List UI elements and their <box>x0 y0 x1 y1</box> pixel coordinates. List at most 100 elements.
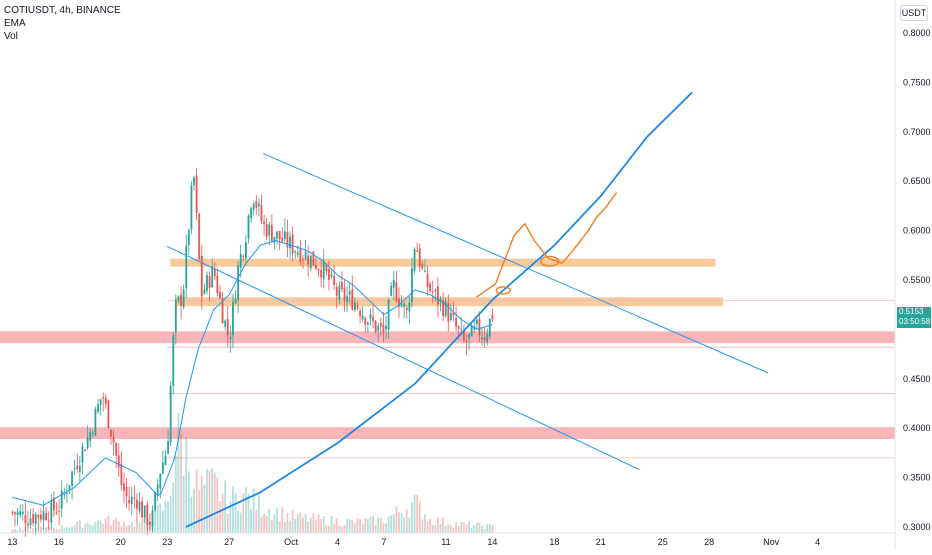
candle-139 <box>372 316 374 321</box>
candle-156 <box>416 250 419 252</box>
candle-19 <box>60 490 63 509</box>
candle-184 <box>488 318 491 337</box>
candle-35 <box>102 397 105 399</box>
candle-14 <box>47 520 50 522</box>
volume-bar-105 <box>283 522 286 533</box>
x-tick-label-14: Nov <box>763 537 780 547</box>
candle-18 <box>58 511 61 513</box>
x-tick-label-3: 23 <box>162 537 172 547</box>
bar-countdown: 03:50:58 <box>899 317 931 326</box>
candle-158 <box>421 263 424 269</box>
projection-curve <box>185 91 693 528</box>
volume-bar-185 <box>491 525 494 533</box>
candle-118 <box>317 269 320 271</box>
candle-12 <box>42 510 45 521</box>
volume-bar-133 <box>356 518 359 533</box>
volume-bar-92 <box>250 508 253 533</box>
volume-bar-130 <box>348 519 351 533</box>
volume-bar-20 <box>63 528 66 533</box>
candle-73 <box>200 255 203 297</box>
volume-bar-155 <box>413 494 416 533</box>
volume-bar-87 <box>237 510 240 533</box>
currency-button[interactable]: USDT <box>900 5 928 21</box>
x-tick-label-2: 20 <box>116 537 126 547</box>
volume-bar-141 <box>377 517 380 533</box>
volume-bar-3 <box>19 527 22 533</box>
volume-bar-85 <box>232 486 234 533</box>
volume-bar-24 <box>73 524 76 533</box>
candle-7 <box>29 518 32 525</box>
candle-160 <box>426 273 429 287</box>
x-tick-label-11: 21 <box>596 537 606 547</box>
volume-bar-32 <box>94 521 97 533</box>
volume-bar-81 <box>221 493 224 533</box>
y-tick-label-5: 0.5500 <box>903 275 931 285</box>
volume-bar-68 <box>187 471 190 533</box>
volume-bar-12 <box>42 527 45 533</box>
volume-bar-172 <box>457 525 460 533</box>
volume-bar-29 <box>86 522 89 533</box>
volume-bar-49 <box>138 522 141 533</box>
x-tick-label-4: 27 <box>224 537 234 547</box>
candle-6 <box>27 523 29 526</box>
candle-59 <box>164 455 167 465</box>
volume-bar-37 <box>107 515 110 533</box>
candle-45 <box>128 499 131 504</box>
volume-bar-74 <box>203 484 206 533</box>
volume-bar-171 <box>455 522 457 533</box>
candle-63 <box>174 299 177 332</box>
upper-channel-trendline <box>263 153 769 374</box>
candle-98 <box>265 223 268 237</box>
volume-bar-38 <box>110 525 112 533</box>
candle-129 <box>346 296 349 303</box>
volume-bar-0 <box>11 529 14 533</box>
candle-83 <box>226 319 229 336</box>
volume-bar-72 <box>198 490 201 533</box>
volume-bar-175 <box>465 524 468 533</box>
candle-102 <box>276 231 278 239</box>
candle-74 <box>203 289 206 294</box>
symbol-label[interactable]: COTIUSDT, 4h, BINANCE <box>4 5 121 16</box>
candle-136 <box>364 318 367 325</box>
volume-bar-51 <box>143 514 146 533</box>
candle-26 <box>78 465 81 473</box>
volume-bar-71 <box>195 469 198 533</box>
candle-82 <box>224 320 227 327</box>
volume-bar-45 <box>128 525 131 533</box>
candle-107 <box>289 236 291 249</box>
last-price-value: 0.5153 <box>899 307 924 316</box>
volume-bar-6 <box>27 527 29 533</box>
candle-58 <box>161 462 164 474</box>
volume-bar-121 <box>325 525 328 533</box>
candle-10 <box>37 515 40 518</box>
candle-87 <box>237 265 240 301</box>
drawing-path <box>476 192 617 298</box>
volume-bar-178 <box>473 525 476 533</box>
volume-bar-154 <box>411 502 413 533</box>
vol-indicator-label[interactable]: Vol <box>4 31 18 42</box>
candle-127 <box>341 281 343 290</box>
volume-bar-146 <box>390 515 393 533</box>
volume-bar-142 <box>379 517 382 533</box>
candle-168 <box>447 303 450 322</box>
candle-162 <box>431 291 434 293</box>
candle-80 <box>219 292 221 299</box>
ema-indicator-label[interactable]: EMA <box>4 18 26 29</box>
candle-169 <box>449 312 452 320</box>
candle-64 <box>177 296 180 301</box>
volume-bar-114 <box>307 521 310 533</box>
volume-bar-44 <box>125 526 128 533</box>
candle-163 <box>434 289 437 292</box>
volume-bar-96 <box>260 516 263 533</box>
candle-142 <box>379 322 382 327</box>
volume-bar-86 <box>234 493 237 533</box>
volume-bar-35 <box>102 523 105 533</box>
candle-27 <box>81 446 84 463</box>
volume-bar-157 <box>418 501 421 533</box>
volume-bar-182 <box>483 528 486 533</box>
volume-bar-63 <box>174 455 177 533</box>
volume-bar-107 <box>289 520 291 533</box>
volume-bar-11 <box>40 526 42 533</box>
